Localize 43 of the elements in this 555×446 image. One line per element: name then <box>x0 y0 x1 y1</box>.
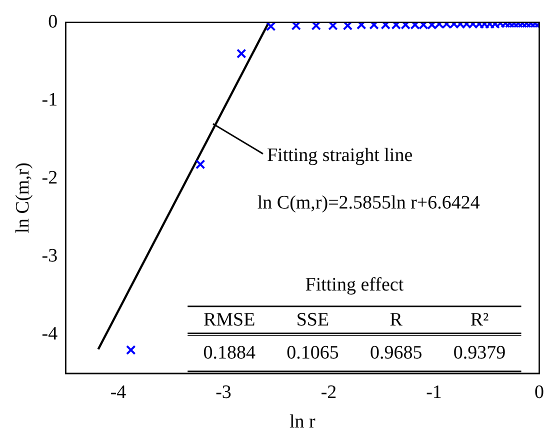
y-tick-label: -3 <box>42 245 58 266</box>
point <box>342 22 353 30</box>
y-tick-label: -1 <box>42 89 58 110</box>
y-tick-label: -4 <box>42 323 58 344</box>
point <box>291 22 302 30</box>
point <box>410 22 420 30</box>
point <box>418 22 428 30</box>
annotation: Fitting effect <box>305 274 404 296</box>
x-tick-label: -3 <box>216 382 232 403</box>
point <box>369 22 379 30</box>
point <box>380 22 390 30</box>
annotation: SSE <box>296 309 330 330</box>
point <box>391 22 401 30</box>
annotation: R² <box>470 309 490 330</box>
annotation: R <box>390 309 403 330</box>
annotation: 0.9379 <box>453 342 506 364</box>
x-tick-label: -4 <box>110 382 127 403</box>
point <box>480 22 490 29</box>
point <box>400 22 410 30</box>
x-tick-label: -1 <box>426 382 442 403</box>
point <box>328 22 338 30</box>
point <box>311 22 322 30</box>
annotation: Fitting straight line <box>266 144 413 166</box>
x-axis-title: ln r <box>290 412 316 433</box>
y-axis-title: ln C(m,r) <box>12 162 34 234</box>
point <box>468 22 478 29</box>
annotation: 0.1065 <box>286 342 339 364</box>
point <box>356 22 366 30</box>
y-tick-label: -2 <box>42 167 58 188</box>
x-tick-label: -2 <box>320 382 337 403</box>
point <box>449 22 459 29</box>
annotation: ln C(m,r)=2.5855ln r+6.6424 <box>257 192 480 214</box>
point <box>236 48 246 58</box>
y-tick-label: 0 <box>48 11 58 32</box>
point <box>195 159 206 170</box>
point <box>266 22 276 32</box>
annotation: 0.9685 <box>370 342 422 364</box>
point <box>490 22 500 29</box>
point <box>126 345 136 355</box>
point <box>427 22 437 30</box>
annotation: RMSE <box>203 309 256 330</box>
x-tick-label: 0 <box>534 382 544 403</box>
annotation: 0.1884 <box>203 342 256 364</box>
